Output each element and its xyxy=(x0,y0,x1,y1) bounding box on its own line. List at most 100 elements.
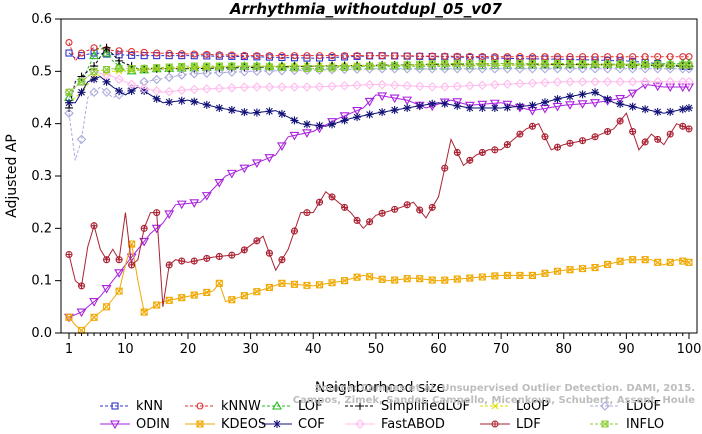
data-point xyxy=(566,139,574,147)
data-point xyxy=(189,199,200,208)
data-point xyxy=(684,77,694,87)
data-point xyxy=(101,284,112,294)
axes: 0.0 0.1 0.2 0.3 0.4 0.5 0.6 1 10 20 30 40 50 60 70 80 90… xyxy=(31,12,701,357)
data-point xyxy=(415,101,424,110)
data-point xyxy=(290,54,299,62)
x-tick-label: 70 xyxy=(493,342,510,357)
data-point xyxy=(203,254,211,262)
data-point xyxy=(77,326,86,334)
data-point xyxy=(265,52,273,60)
data-point xyxy=(101,87,112,98)
data-point xyxy=(503,59,511,68)
data-point xyxy=(666,258,674,266)
data-point xyxy=(315,198,324,206)
data-point xyxy=(165,261,173,269)
x-tick-label: 40 xyxy=(305,342,322,357)
data-point xyxy=(402,80,412,91)
data-point xyxy=(101,47,112,57)
data-point xyxy=(527,78,538,88)
data-point xyxy=(228,51,236,59)
data-point xyxy=(491,59,499,68)
data-point xyxy=(540,98,549,107)
data-point xyxy=(203,62,211,70)
data-point xyxy=(540,77,550,88)
data-point xyxy=(65,88,73,96)
series-line-ldof xyxy=(68,68,689,161)
data-point xyxy=(177,96,186,105)
data-point xyxy=(515,102,524,111)
data-point xyxy=(616,117,624,125)
data-point xyxy=(328,120,337,129)
data-point xyxy=(339,112,350,121)
data-point xyxy=(278,256,286,264)
data-point xyxy=(527,63,538,74)
series-knnw xyxy=(65,38,693,62)
data-point xyxy=(416,206,424,214)
data-point xyxy=(290,280,299,288)
data-point xyxy=(428,52,436,60)
data-point xyxy=(115,65,123,73)
data-point xyxy=(328,52,336,60)
data-point xyxy=(302,129,312,138)
data-point xyxy=(602,77,613,87)
data-point xyxy=(453,52,461,60)
data-point xyxy=(528,101,537,110)
legend-label: LoOP xyxy=(516,399,549,414)
data-point xyxy=(178,257,186,265)
data-point xyxy=(428,203,436,211)
data-point xyxy=(352,80,362,90)
legend-marker xyxy=(355,419,365,429)
data-point xyxy=(253,62,261,70)
data-point xyxy=(265,107,274,116)
legend-marker xyxy=(600,401,610,411)
data-point xyxy=(377,92,388,102)
data-point xyxy=(428,60,436,68)
data-point xyxy=(115,287,123,295)
data-point xyxy=(202,100,211,109)
series-odin xyxy=(64,80,694,323)
data-point xyxy=(341,63,349,71)
data-point xyxy=(491,146,499,154)
data-point xyxy=(541,133,549,141)
data-point xyxy=(652,77,663,87)
data-point xyxy=(314,81,325,92)
data-point xyxy=(201,68,212,78)
data-point xyxy=(215,252,223,260)
data-point xyxy=(541,59,549,68)
legend-label: LDF xyxy=(516,417,541,432)
data-point xyxy=(428,276,436,284)
data-point xyxy=(77,49,86,57)
data-point xyxy=(339,80,350,91)
data-point xyxy=(164,86,174,97)
data-point xyxy=(128,47,136,56)
data-point xyxy=(641,256,649,264)
legend-marker xyxy=(110,420,120,430)
data-point xyxy=(553,59,562,68)
data-point xyxy=(228,296,236,304)
y-axis-label: Adjusted AP xyxy=(4,134,20,218)
data-point xyxy=(578,60,587,68)
legend-item-odin: ODIN xyxy=(100,417,170,432)
legend-item-cof: COF xyxy=(262,417,325,432)
data-point xyxy=(190,97,199,106)
data-point xyxy=(590,77,600,87)
data-point xyxy=(629,128,637,135)
data-point xyxy=(364,97,375,107)
data-point xyxy=(165,98,174,107)
legend-label: ODIN xyxy=(136,417,170,432)
data-point xyxy=(215,279,223,287)
data-point xyxy=(315,281,324,289)
data-point xyxy=(403,275,411,283)
data-point xyxy=(516,53,524,61)
data-point xyxy=(151,224,162,234)
x-tick-label: 50 xyxy=(368,342,385,357)
legend-marker xyxy=(491,402,499,410)
data-point xyxy=(366,52,374,60)
data-point xyxy=(629,60,637,68)
legend-item-fastabod: FastABOD xyxy=(345,417,445,432)
data-point xyxy=(214,178,225,188)
data-point xyxy=(466,59,474,68)
data-point xyxy=(478,103,487,112)
data-point xyxy=(652,82,663,92)
